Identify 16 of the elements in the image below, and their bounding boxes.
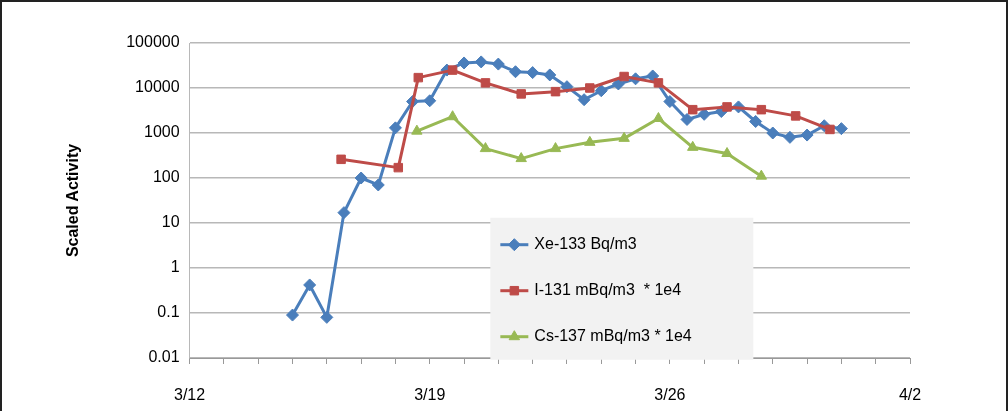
y-tick-label: 0.1 bbox=[157, 303, 180, 321]
x-tick-label: 3/12 bbox=[174, 386, 206, 404]
legend-label: I-131 mBq/m3 * 1e4 bbox=[534, 281, 682, 299]
y-tick-label: 100000 bbox=[126, 33, 180, 51]
y-tick-label: 10000 bbox=[135, 78, 180, 96]
y-tick-label: 0.01 bbox=[148, 348, 180, 366]
legend-label: Xe-133 Bq/m3 bbox=[534, 235, 637, 253]
y-tick-label: 10 bbox=[161, 213, 180, 231]
x-tick-label: 3/26 bbox=[654, 386, 686, 404]
x-tick-label: 4/2 bbox=[898, 386, 922, 404]
y-tick-label: 1000 bbox=[144, 123, 180, 141]
legend-label: Cs-137 mBq/m3 * 1e4 bbox=[534, 327, 692, 345]
y-tick-label: 100 bbox=[152, 168, 180, 186]
x-tick-label: 3/19 bbox=[414, 386, 446, 404]
y-tick-label: 1 bbox=[170, 258, 180, 276]
y-axis-title: Scaled Activity bbox=[64, 143, 82, 258]
